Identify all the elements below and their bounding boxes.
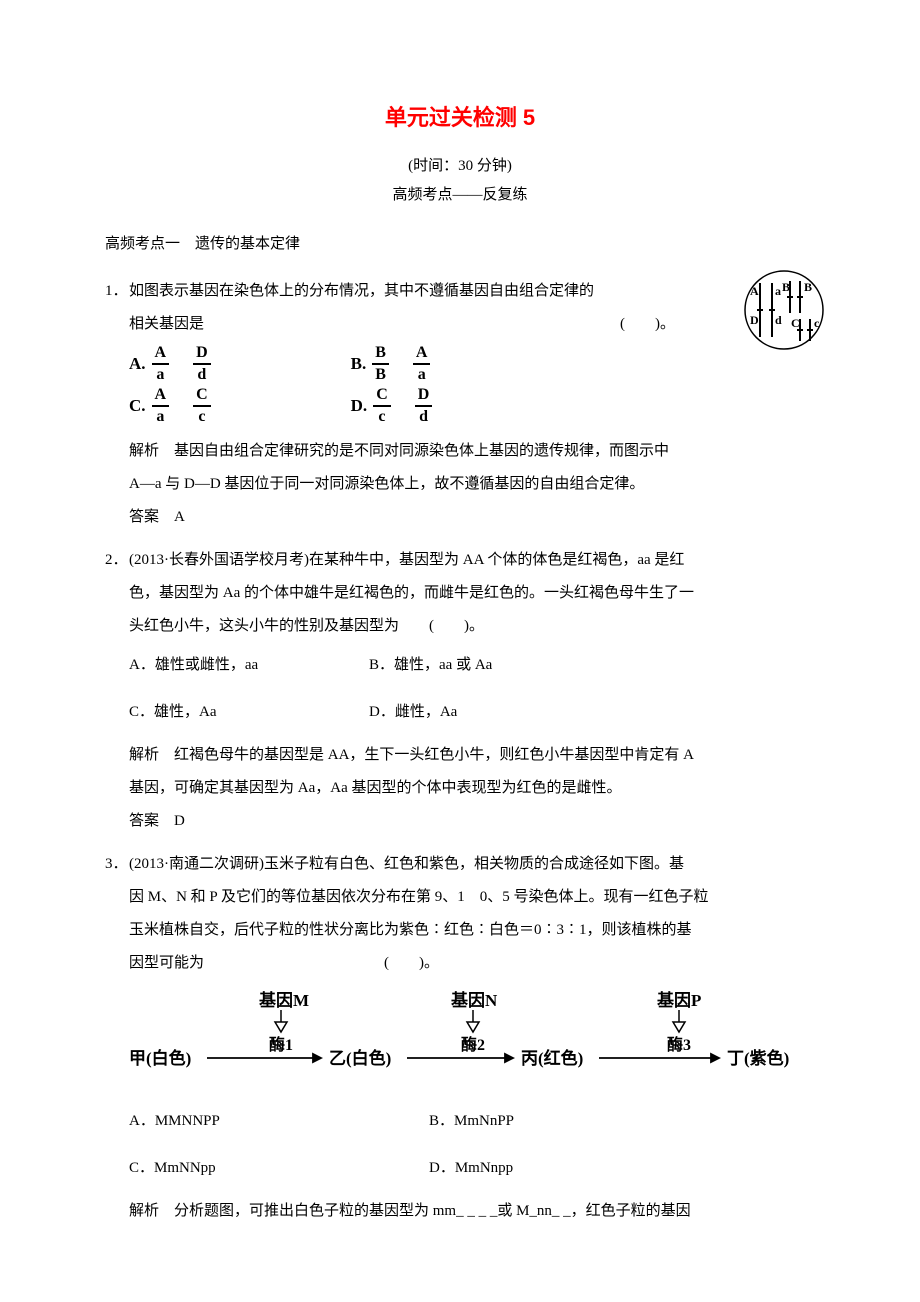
q3-option-a: A．MMNNPP — [129, 1105, 429, 1138]
q1-explain1: 解析 基因自由组合定律研究的是不同对同源染色体上基因的遗传规律，而图示中 — [105, 435, 815, 468]
q1-line1: 如图表示基因在染色体上的分布情况，其中不遵循基因自由组合定律的 — [129, 275, 594, 308]
q2-option-b: B．雄性，aa 或 Aa — [369, 649, 815, 682]
svg-text:d: d — [775, 313, 782, 327]
svg-text:B: B — [804, 280, 812, 294]
enzyme-1-label: 酶1 — [269, 1035, 293, 1054]
q3-explain: 解析 分析题图，可推出白色子粒的基因型为 mm_ _ _ _或 M_nn_ _，… — [105, 1195, 815, 1228]
q3-line2: 因 M、N 和 P 及它们的等位基因依次分布在第 9、1 0、5 号染色体上。现… — [105, 881, 815, 914]
q1-line2: 相关基因是 — [129, 308, 204, 341]
svg-text:c: c — [814, 316, 820, 330]
q2-option-c: C．雄性，Aa — [129, 696, 369, 729]
svg-text:C: C — [791, 316, 800, 330]
q2-line3: 头红色小牛，这头小牛的性别及基因型为 ( )。 — [105, 610, 815, 643]
q1-option-c: C. Aa Cc — [129, 387, 211, 425]
node-2: 乙(白色) — [329, 1048, 391, 1068]
section-heading: 高频考点一 遗传的基本定律 — [105, 232, 815, 253]
q3-line4: 因型可能为 ( )。 — [105, 947, 815, 980]
q1-option-a: A. Aa Dd — [129, 345, 211, 383]
q3-option-c: C．MmNNpp — [129, 1152, 429, 1185]
q3-options: A．MMNNPP B．MmNnPP C．MmNNpp D．MmNnpp — [105, 1105, 815, 1185]
chromosome-diagram: A a D d B B C c — [738, 269, 830, 356]
enzyme-3-label: 酶3 — [667, 1035, 691, 1054]
q1-paren: ( )。 — [204, 308, 815, 341]
question-2: 2． (2013·长春外国语学校月考)在某种牛中，基因型为 AA 个体的体色是红… — [105, 544, 815, 838]
q2-options: A．雄性或雌性，aa B．雄性，aa 或 Aa C．雄性，Aa D．雌性，Aa — [105, 649, 815, 729]
q1-answer: 答案 A — [105, 501, 815, 534]
subtitle: (时间：30 分钟) — [105, 154, 815, 175]
svg-text:B: B — [782, 280, 790, 294]
q2-answer: 答案 D — [105, 805, 815, 838]
svg-text:D: D — [750, 313, 759, 327]
enzyme-2-label: 酶2 — [461, 1035, 485, 1054]
svg-text:a: a — [775, 284, 781, 298]
q2-line1: (2013·长春外国语学校月考)在某种牛中，基因型为 AA 个体的体色是红褐色，… — [129, 544, 684, 577]
q3-line1: (2013·南通二次调研)玉米子粒有白色、红色和紫色，相关物质的合成途径如下图。… — [129, 848, 684, 881]
q2-explain2: 基因，可确定其基因型为 Aa，Aa 基因型的个体中表现型为红色的是雌性。 — [105, 772, 815, 805]
subtitle2: 高频考点——反复练 — [105, 183, 815, 204]
node-4: 丁(紫色) — [727, 1048, 789, 1068]
q2-option-a: A．雄性或雌性，aa — [129, 649, 369, 682]
question-3: 3． (2013·南通二次调研)玉米子粒有白色、红色和紫色，相关物质的合成途径如… — [105, 848, 815, 1228]
document-page: 单元过关检测 5 (时间：30 分钟) 高频考点——反复练 高频考点一 遗传的基… — [0, 0, 920, 1302]
q2-explain1: 解析 红褐色母牛的基因型是 AA，生下一头红色小牛，则红色小牛基因型中肯定有 A — [105, 739, 815, 772]
node-3: 丙(红色) — [521, 1048, 583, 1068]
q2-number: 2． — [105, 544, 129, 577]
q2-option-d: D．雌性，Aa — [369, 696, 815, 729]
q2-line2: 色，基因型为 Aa 的个体中雄牛是红褐色的，而雌牛是红色的。一头红褐色母牛生了一 — [105, 577, 815, 610]
node-1: 甲(白色) — [129, 1048, 191, 1068]
page-title: 单元过关检测 5 — [105, 100, 815, 132]
q1-options: A. Aa Dd B. BB Aa C. — [105, 345, 815, 425]
q1-option-d: D. Cc Dd — [351, 387, 433, 425]
pathway-diagram: 基因M 基因N 基因P 酶1 酶2 酶3 甲(白色) 乙(白色) 丙(红色) 丁… — [105, 990, 815, 1093]
gene-m-label: 基因M — [258, 990, 309, 1010]
svg-text:A: A — [750, 284, 759, 298]
q1-explain2: A—a 与 D—D 基因位于同一对同源染色体上，故不遵循基因的自由组合定律。 — [105, 468, 815, 501]
gene-n-label: 基因N — [450, 990, 498, 1010]
question-1: 1． 如图表示基因在染色体上的分布情况，其中不遵循基因自由组合定律的 相关基因是… — [105, 275, 815, 534]
q1-option-b: B. BB Aa — [351, 345, 431, 383]
q3-option-b: B．MmNnPP — [429, 1105, 815, 1138]
q1-number: 1． — [105, 275, 129, 308]
q3-line3: 玉米植株自交，后代子粒的性状分离比为紫色∶红色∶白色＝0∶3∶1，则该植株的基 — [105, 914, 815, 947]
q3-option-d: D．MmNnpp — [429, 1152, 815, 1185]
q3-number: 3． — [105, 848, 129, 881]
gene-p-label: 基因P — [656, 990, 701, 1010]
